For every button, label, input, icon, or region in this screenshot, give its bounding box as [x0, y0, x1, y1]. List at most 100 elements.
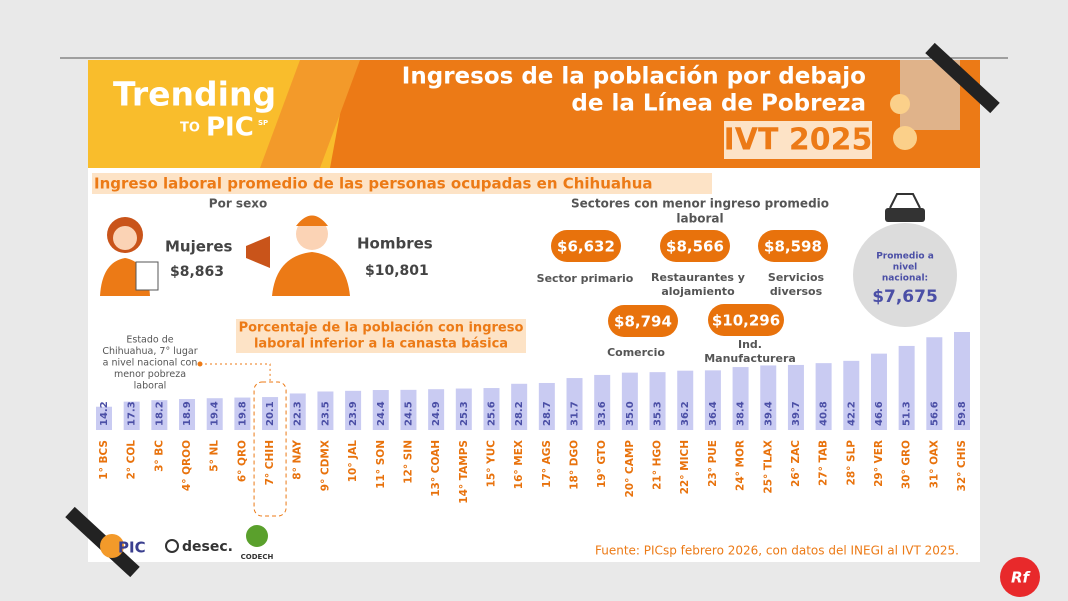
- logo-mark: [165, 539, 179, 553]
- bar: [455, 388, 472, 430]
- sector-label: Restaurantes y: [651, 271, 745, 284]
- value-label: 19.4: [210, 401, 221, 426]
- sector-label: alojamiento: [661, 285, 735, 298]
- bar: [317, 391, 334, 430]
- sector-label: Servicios: [768, 271, 825, 284]
- annotation: menor pobreza: [114, 369, 186, 380]
- band-slant: [260, 60, 360, 168]
- category-label: 9° CDMX: [319, 440, 331, 491]
- sector-label: Comercio: [607, 346, 665, 359]
- man-body: [272, 252, 350, 296]
- annotation: a nivel nacional con: [103, 358, 198, 369]
- badge: [1000, 557, 1040, 597]
- bar: [400, 389, 417, 430]
- period-box: [724, 121, 872, 159]
- sector-label: Manufacturera: [704, 352, 796, 365]
- annotation: Estado de: [126, 335, 173, 346]
- heading: laboral: [676, 212, 723, 226]
- bar: [206, 398, 223, 430]
- national-label: Promedio a: [876, 252, 934, 262]
- national-label: nacional:: [882, 274, 928, 284]
- value-label: 51.3: [902, 401, 913, 426]
- category-label: 23° PUE: [707, 440, 719, 487]
- woman-paper: [135, 261, 159, 291]
- value-label: 28.7: [542, 401, 553, 426]
- bar: [815, 363, 832, 430]
- bar: [123, 401, 140, 430]
- value-label: 42.2: [846, 401, 857, 426]
- logo-mark: [246, 525, 268, 547]
- sector-pill: [758, 230, 828, 262]
- value-label: 23.9: [348, 401, 359, 426]
- value-label: 23.5: [320, 401, 331, 426]
- category-label: 6° QRO: [236, 440, 248, 482]
- sector-pill: [551, 230, 621, 262]
- category-label: 26° ZAC: [790, 440, 802, 487]
- category-label: 5° NL: [209, 440, 221, 472]
- category-label: 24° MOR: [735, 440, 747, 491]
- bar: [566, 378, 583, 430]
- value-label: 59.8: [957, 401, 968, 426]
- value-label: 24.4: [376, 401, 387, 426]
- category-label: 8° NAY: [292, 440, 304, 480]
- value-label: 14.2: [99, 401, 110, 426]
- category-label: 20° CAMP: [624, 440, 636, 498]
- value-label: 17.3: [127, 401, 138, 426]
- category-label: 2° COL: [126, 440, 138, 480]
- heading: Por sexo: [209, 197, 267, 211]
- bar: [621, 372, 638, 430]
- source: Fuente: PICsp febrero 2026, con datos de…: [595, 544, 959, 558]
- category-label: 18° DGO: [569, 440, 581, 490]
- bar: [760, 365, 777, 430]
- sector-amount: $8,598: [764, 238, 822, 256]
- tape: [925, 42, 1000, 114]
- bar: [483, 388, 500, 430]
- sex-label: Mujeres: [165, 238, 232, 256]
- category-label: 19° GTO: [596, 440, 608, 488]
- brand-to: TO: [180, 121, 200, 136]
- bar: [151, 400, 168, 430]
- sex-amount: $8,863: [170, 264, 224, 280]
- period: IVT 2025: [724, 123, 873, 158]
- man-hair: [296, 215, 328, 226]
- logo: PIC: [118, 539, 146, 557]
- annotation-leader: [200, 363, 271, 382]
- brand-sp: SP: [258, 119, 268, 127]
- brand-pic: PIC: [206, 113, 254, 143]
- bar: [428, 389, 445, 430]
- logo: CODECH: [241, 553, 274, 561]
- value-label: 18.2: [154, 401, 165, 426]
- bar: [372, 390, 389, 430]
- bar: [870, 353, 887, 430]
- sex-label: Hombres: [357, 235, 433, 253]
- category-label: 13° COAH: [430, 440, 442, 497]
- decor: [890, 94, 910, 114]
- category-label: 29° VER: [873, 440, 885, 487]
- value-label: 35.3: [653, 401, 664, 426]
- brand-line: Trending: [113, 75, 276, 114]
- value-label: 35.0: [625, 401, 636, 426]
- megaphone: [246, 236, 270, 268]
- decor: [893, 126, 917, 150]
- value-label: 18.9: [182, 401, 193, 426]
- value-label: 25.3: [459, 401, 470, 426]
- category-label: 3° BC: [153, 440, 165, 472]
- category-label: 1° BCS: [98, 440, 110, 480]
- category-label: 17° AGS: [541, 440, 553, 488]
- value-label: 39.4: [763, 401, 774, 426]
- value-label: 38.4: [736, 401, 747, 426]
- category-label: 27° TAB: [818, 440, 830, 486]
- sector-pill: [708, 304, 784, 336]
- annotation: laboral: [134, 381, 167, 392]
- chart-title: laboral inferior a la canasta básica: [254, 337, 508, 352]
- category-label: 21° HGO: [652, 440, 664, 490]
- national-disc: [853, 223, 957, 327]
- bar: [787, 364, 804, 430]
- category-label: 12° SIN: [402, 440, 414, 484]
- value-label: 33.6: [597, 401, 608, 426]
- bar: [262, 397, 279, 430]
- annotation: Chihuahua, 7° lugar: [102, 346, 197, 357]
- bar: [96, 406, 112, 430]
- subtitle-bg: [92, 173, 712, 194]
